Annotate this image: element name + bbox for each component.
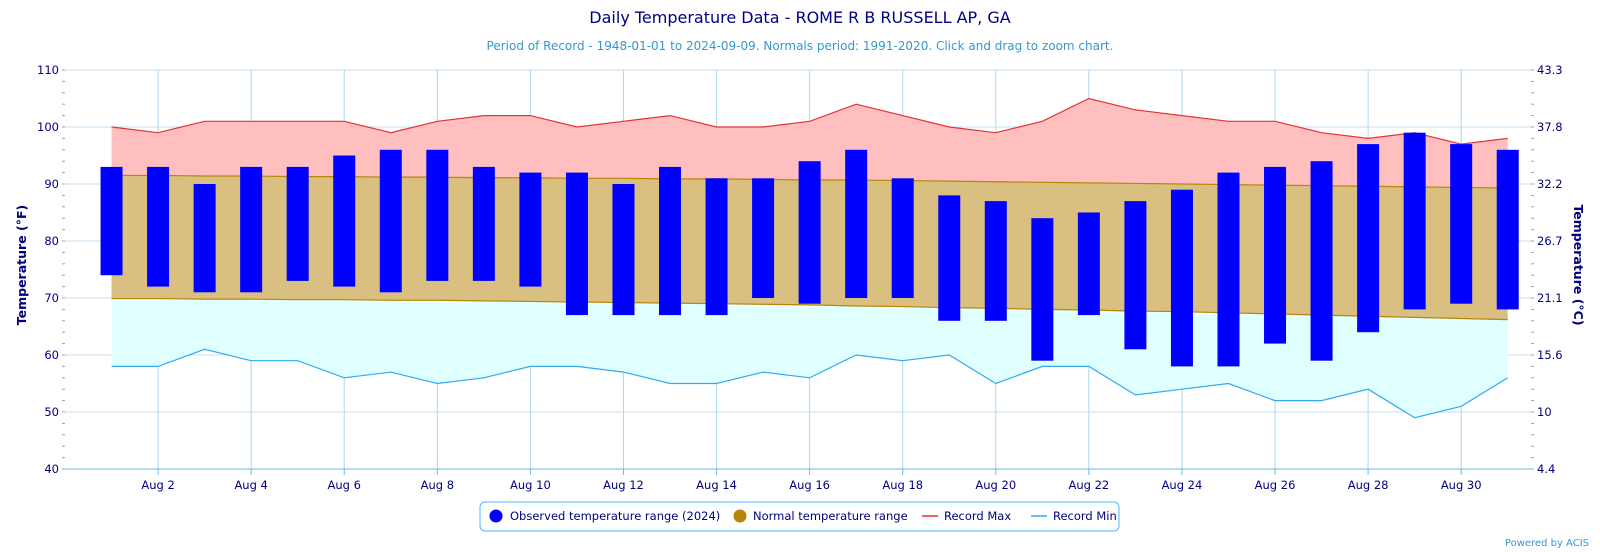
y-tick-label-left: 90 bbox=[44, 177, 59, 191]
observed-range-bar bbox=[193, 184, 216, 293]
y-tick-label-right: 15.6 bbox=[1537, 348, 1563, 362]
observed-range-bar bbox=[1077, 212, 1100, 316]
observed-range-bar bbox=[333, 155, 356, 287]
y-tick-label-left: 50 bbox=[44, 405, 59, 419]
observed-bars bbox=[100, 132, 1519, 367]
x-tick-label: Aug 4 bbox=[234, 478, 267, 492]
legend-box bbox=[479, 501, 1120, 532]
legend-observed-label: Observed temperature range (2024) bbox=[510, 509, 720, 523]
x-tick-label: Aug 14 bbox=[696, 478, 737, 492]
observed-range-bar bbox=[798, 161, 821, 304]
observed-range-bar bbox=[1170, 189, 1193, 367]
legend-item-observed[interactable]: Observed temperature range (2024) bbox=[489, 509, 721, 523]
y-axis-title-right: Temperature (°C) bbox=[1571, 204, 1586, 325]
observed-range-bar bbox=[612, 184, 635, 316]
record-min-line bbox=[111, 348, 1509, 419]
x-tick-label: Aug 12 bbox=[603, 478, 644, 492]
y-tick-label-left: 60 bbox=[44, 348, 59, 362]
observed-range-bar bbox=[286, 166, 309, 281]
x-tick-label: Aug 8 bbox=[421, 478, 454, 492]
chart-subtitle: Period of Record - 1948-01-01 to 2024-09… bbox=[487, 39, 1114, 53]
observed-range-bar bbox=[659, 166, 682, 316]
observed-range-bar bbox=[565, 172, 588, 316]
y-tick-label-right: 37.8 bbox=[1537, 120, 1563, 134]
observed-range-bar bbox=[1403, 132, 1426, 310]
observed-range-bar bbox=[891, 178, 914, 298]
y-axis-title-left: Temperature (°F) bbox=[14, 205, 29, 325]
x-tick-label: Aug 10 bbox=[510, 478, 551, 492]
observed-range-bar bbox=[1217, 172, 1240, 367]
observed-range-bar bbox=[100, 166, 123, 276]
x-tick-label: Aug 30 bbox=[1441, 478, 1482, 492]
y-tick-label-right: 32.2 bbox=[1537, 177, 1563, 191]
x-tick-label: Aug 28 bbox=[1348, 478, 1389, 492]
y-tick-label-left: 70 bbox=[44, 291, 59, 305]
record-max-band bbox=[111, 98, 1508, 188]
observed-range-bar bbox=[752, 178, 775, 298]
legend-item-record-min[interactable]: Record Min bbox=[1031, 509, 1117, 523]
observed-range-bar bbox=[147, 166, 170, 287]
x-tick-label: Aug 24 bbox=[1162, 478, 1203, 492]
observed-range-bar bbox=[1450, 144, 1473, 304]
observed-range-bar bbox=[519, 172, 542, 287]
chart-title: Daily Temperature Data - ROME R B RUSSEL… bbox=[589, 8, 1010, 27]
y-tick-label-left: 110 bbox=[37, 63, 59, 77]
observed-range-bar bbox=[938, 195, 961, 321]
y-tick-label-right: 10 bbox=[1537, 405, 1552, 419]
x-tick-label: Aug 22 bbox=[1068, 478, 1109, 492]
observed-range-bar bbox=[1264, 166, 1287, 344]
legend-record-max-label: Record Max bbox=[944, 509, 1011, 523]
observed-range-bar bbox=[1496, 149, 1519, 310]
observed-range-bar bbox=[705, 178, 728, 316]
axes: 40 4.4 50 10 60 15.6 70 21.1 80 26.7 90 32.2 100 37.8… bbox=[37, 63, 1563, 492]
legend-item-normal[interactable]: Normal temperature range bbox=[733, 509, 908, 523]
acis-credit-link[interactable]: Powered by ACIS bbox=[1505, 538, 1589, 549]
record-max-line bbox=[111, 97, 1508, 145]
observed-range-bar bbox=[379, 149, 402, 293]
x-tick-label: Aug 2 bbox=[141, 478, 174, 492]
x-tick-label: Aug 6 bbox=[328, 478, 361, 492]
y-tick-label-left: 40 bbox=[44, 462, 59, 476]
observed-range-bar bbox=[845, 149, 868, 298]
observed-range-bar bbox=[1310, 161, 1333, 361]
y-tick-label-right: 43.3 bbox=[1537, 63, 1563, 77]
y-tick-label-right: 4.4 bbox=[1537, 462, 1555, 476]
x-tick-label: Aug 16 bbox=[789, 478, 830, 492]
record-min-band bbox=[111, 298, 1508, 418]
chart-legend: Observed temperature range (2024) Normal… bbox=[479, 501, 1120, 532]
observed-range-bar bbox=[472, 166, 495, 281]
y-tick-label-left: 80 bbox=[44, 234, 59, 248]
observed-range-bar bbox=[984, 201, 1007, 321]
legend-record-min-label: Record Min bbox=[1053, 509, 1117, 523]
x-tick-label: Aug 26 bbox=[1255, 478, 1296, 492]
legend-observed-marker bbox=[489, 509, 503, 523]
y-tick-label-right: 26.7 bbox=[1537, 234, 1563, 248]
y-tick-label-left: 100 bbox=[37, 120, 59, 134]
y-tick-label-right: 21.1 bbox=[1537, 291, 1563, 305]
observed-range-bar bbox=[1357, 144, 1380, 333]
x-tick-label: Aug 20 bbox=[975, 478, 1016, 492]
observed-range-bar bbox=[1031, 218, 1054, 361]
observed-range-bar bbox=[1124, 201, 1147, 350]
legend-normal-label: Normal temperature range bbox=[753, 509, 908, 523]
observed-range-bar bbox=[240, 166, 263, 293]
observed-range-bar bbox=[426, 149, 449, 281]
legend-normal-marker bbox=[733, 509, 747, 523]
legend-item-record-max[interactable]: Record Max bbox=[922, 509, 1011, 523]
x-tick-label: Aug 18 bbox=[882, 478, 923, 492]
range-areas bbox=[111, 98, 1508, 418]
